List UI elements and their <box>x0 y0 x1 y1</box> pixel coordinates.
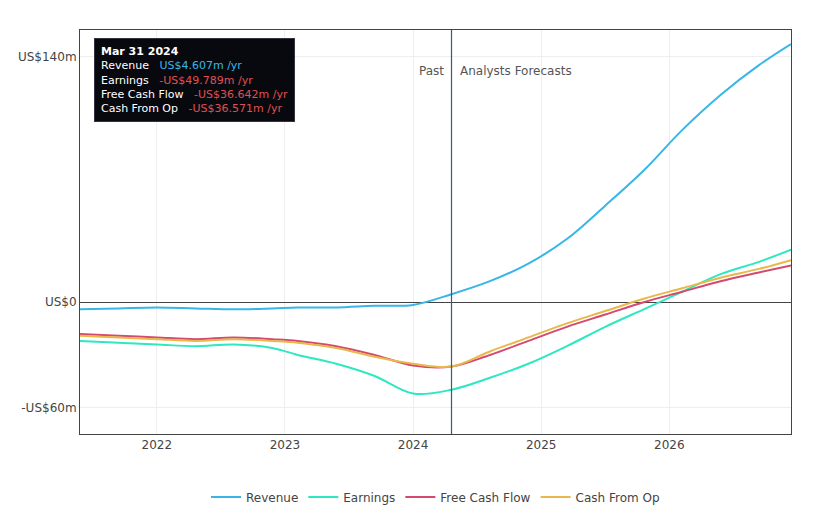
svg-text:US$140m: US$140m <box>18 50 77 64</box>
svg-text:-US$60m: -US$60m <box>21 401 76 415</box>
svg-text:US$0: US$0 <box>45 295 77 309</box>
svg-text:Mar 31 2024Revenue US$4.607m: Mar 31 2024Revenue US$4.607m /yrEarnings… <box>101 45 288 115</box>
svg-text:2023: 2023 <box>270 438 301 452</box>
svg-text:2022: 2022 <box>142 438 173 452</box>
svg-text:Earnings: Earnings <box>343 491 395 505</box>
svg-text:Cash From Op: Cash From Op <box>576 491 660 505</box>
svg-text:2025: 2025 <box>526 438 557 452</box>
svg-text:Analysts Forecasts: Analysts Forecasts <box>460 64 572 78</box>
svg-text:2024: 2024 <box>398 438 429 452</box>
svg-text:2026: 2026 <box>654 438 685 452</box>
svg-text:Free Cash Flow: Free Cash Flow <box>440 491 530 505</box>
svg-text:Revenue: Revenue <box>246 491 298 505</box>
svg-text:Past: Past <box>419 64 444 78</box>
